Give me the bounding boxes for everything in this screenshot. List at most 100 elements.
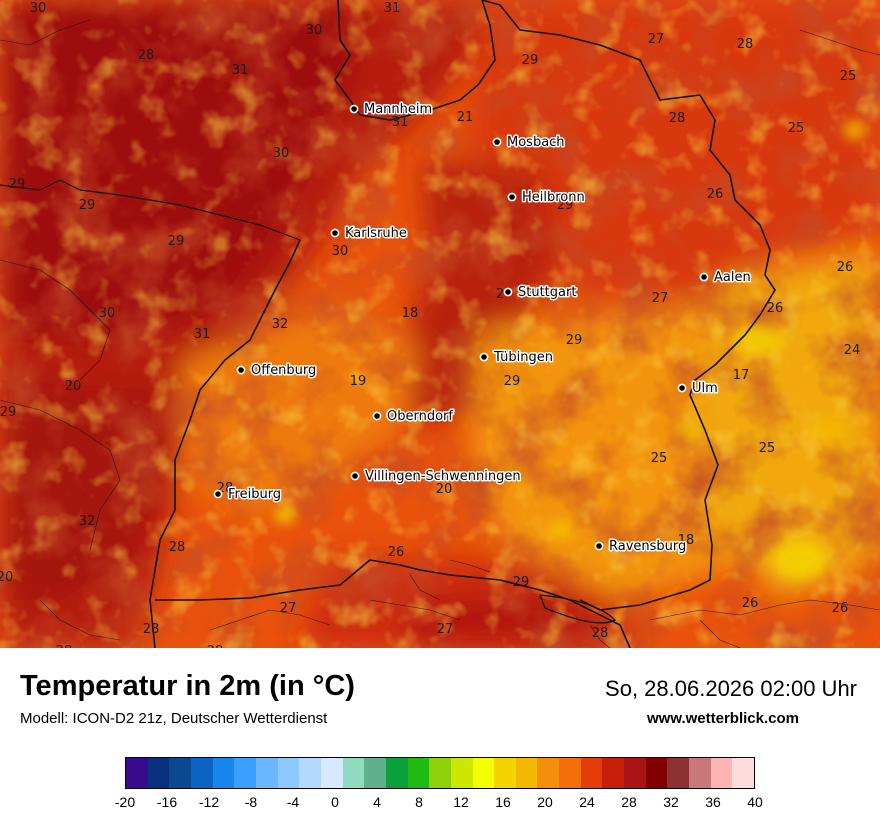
temperature-value-label: 30 xyxy=(273,146,290,161)
city-dot xyxy=(479,352,489,362)
temperature-value-label: 30 xyxy=(332,244,349,259)
temperature-value-label: 29 xyxy=(168,234,185,249)
temperature-value-label: 27 xyxy=(648,32,665,47)
city-label: Oberndorf xyxy=(387,409,453,424)
city-dot xyxy=(213,489,223,499)
city-marker: Ravensburg xyxy=(594,538,688,556)
colorbar-segment xyxy=(429,758,451,788)
colorbar-segment xyxy=(169,758,191,788)
temperature-value-label: 29 xyxy=(522,53,539,68)
temperature-value-label: 29 xyxy=(557,198,574,213)
colorbar-tick-label: 32 xyxy=(663,794,679,810)
city-dot xyxy=(677,383,687,393)
colorbar-segment xyxy=(494,758,516,788)
city-label: Freiburg xyxy=(228,487,281,502)
temperature-value-label: 26 xyxy=(742,596,759,611)
cool-pockets xyxy=(275,120,867,580)
temperature-value-label: 27 xyxy=(652,291,669,306)
border-switzerland xyxy=(155,559,631,648)
colorbar-tick-label: -16 xyxy=(156,794,178,810)
colorbar-segment xyxy=(147,758,170,788)
colorbar-segment xyxy=(537,758,560,788)
temperature-value-label: 20 xyxy=(65,379,82,394)
colorbar-segment xyxy=(645,758,668,788)
colorbar-segment xyxy=(559,758,581,788)
temperature-value-label: 29 xyxy=(504,374,521,389)
city-label: Ravensburg xyxy=(609,539,686,554)
temperature-value-label: 29 xyxy=(79,198,96,213)
colorbar-segment xyxy=(277,758,300,788)
temperature-value-label: 21 xyxy=(457,110,474,125)
temperature-value-label: 25 xyxy=(651,451,668,466)
city-marker: Karlsruhe xyxy=(330,225,408,243)
colorbar-tick-label: 12 xyxy=(453,794,469,810)
colorbar-tick-label: 0 xyxy=(331,794,339,810)
colorbar-tick-label: -20 xyxy=(114,794,136,810)
lake-constance xyxy=(539,594,616,624)
colorbar-tick-label: -4 xyxy=(286,794,300,810)
colorbar-tick-label: 20 xyxy=(537,794,553,810)
colorbar-tick-label: -8 xyxy=(244,794,258,810)
colorbar-segment xyxy=(689,758,711,788)
city-marker: Heilbronn xyxy=(507,189,586,207)
colorbar-tick-label: 4 xyxy=(373,794,381,810)
city-label: Aalen xyxy=(714,270,751,285)
colorbar-tick-label: 8 xyxy=(415,794,423,810)
city-marker: Offenburg xyxy=(236,362,318,380)
city-label: Mosbach xyxy=(507,135,565,150)
temperature-value-label: 26 xyxy=(832,601,849,616)
colorbar-segment xyxy=(732,758,755,788)
temperature-value-label: 20 xyxy=(0,570,13,585)
city-markers: Mannheim Mosbach Heilbronn Karlsruhe Stuttga… xyxy=(213,101,752,556)
temperature-map: 30 31 30 28 31 31 21 27 28 29 25 28 25 30 29 29 29 26 29 30… xyxy=(0,0,880,648)
temperature-value-label: 25 xyxy=(788,121,805,136)
colorbar-tick-label: 40 xyxy=(747,794,763,810)
city-label: Mannheim xyxy=(364,102,432,117)
colorbar-segment xyxy=(364,758,386,788)
city-dot xyxy=(350,471,360,481)
temperature-value-label: 26 xyxy=(767,301,784,316)
temperature-value-label: 28 xyxy=(737,37,754,52)
website-link[interactable]: www.wetterblick.com xyxy=(647,710,799,727)
colorbar-segment xyxy=(407,758,430,788)
temperature-value-label: 18 xyxy=(678,533,695,548)
city-dot xyxy=(372,411,382,421)
temperature-value-label: 25 xyxy=(759,441,776,456)
temperature-value-label: 31 xyxy=(384,1,401,16)
city-label: Stuttgart xyxy=(518,285,576,300)
colorbar-tick-label: -12 xyxy=(198,794,220,810)
city-marker: Mannheim xyxy=(349,101,434,119)
state-border-bw xyxy=(149,0,776,648)
city-marker: Villingen-Schwenningen xyxy=(350,468,522,486)
colorbar-segment xyxy=(667,758,690,788)
map-title: Temperatur in 2m (in °C) xyxy=(20,670,355,702)
city-dot xyxy=(330,228,340,238)
temperature-value-label: 29 xyxy=(0,405,16,420)
colorbar-segment xyxy=(299,758,321,788)
temperature-labels: 30 31 30 28 31 31 21 27 28 29 25 28 25 30 29 29 29 26 29 30… xyxy=(0,1,860,648)
border-france xyxy=(0,179,301,241)
temperature-value-label: 19 xyxy=(350,374,367,389)
city-marker: Oberndorf xyxy=(372,408,455,426)
city-dot xyxy=(349,104,359,114)
temperature-value-label: 26 xyxy=(707,187,724,202)
city-marker: Aalen xyxy=(699,269,752,287)
temperature-value-label: 28 xyxy=(138,48,155,63)
city-dot xyxy=(699,272,709,282)
temperature-value-label: 30 xyxy=(99,306,116,321)
temperature-value-label: 29 xyxy=(566,333,583,348)
temperature-value-label: 30 xyxy=(306,23,323,38)
temperature-value-label: 26 xyxy=(837,260,854,275)
temperature-value-label: 27 xyxy=(437,622,454,637)
temperature-value-label: 29 xyxy=(9,177,26,192)
temperature-value-label: 28 xyxy=(56,644,73,648)
temperature-value-label: 28 xyxy=(143,622,160,637)
texture-light xyxy=(0,0,880,648)
colorbar-tick-label: 28 xyxy=(621,794,637,810)
colorbar-segment xyxy=(234,758,256,788)
borders xyxy=(0,0,880,648)
colorbar-segment xyxy=(515,758,538,788)
city-dot xyxy=(492,137,502,147)
colorbar-segment xyxy=(710,758,733,788)
colorbar-segment xyxy=(320,758,343,788)
